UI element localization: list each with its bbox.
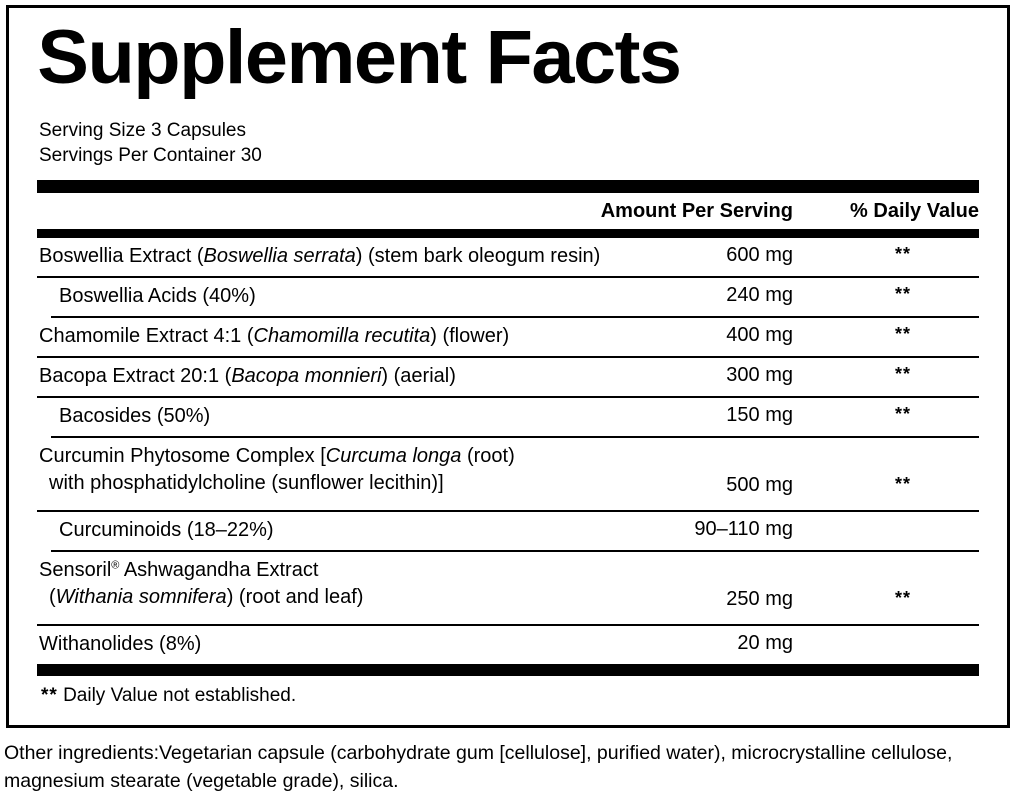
ingredient-amount: 400 mg <box>726 323 793 346</box>
ingredient-name: Curcuminoids (18–22%) <box>59 518 274 541</box>
ingredient-amount: 300 mg <box>726 363 793 386</box>
ingredient-daily-value: ** <box>894 473 911 494</box>
rule-thick-bottom <box>37 663 979 676</box>
ingredient-name: Curcumin Phytosome Complex [Curcuma long… <box>39 444 515 495</box>
ingredient-daily-value: ** <box>894 403 911 424</box>
table-row: Withanolides (8%) 20 mg <box>37 626 979 664</box>
table-row: Chamomile Extract 4:1 (Chamomilla recuti… <box>37 318 979 358</box>
ingredient-amount: 150 mg <box>726 403 793 426</box>
ingredient-daily-value: ** <box>894 363 911 384</box>
ingredient-name: Withanolides (8%) <box>39 632 202 655</box>
ingredient-name: Boswellia Acids (40%) <box>59 284 256 307</box>
ingredient-daily-value: ** <box>894 587 911 608</box>
rule-thick-top <box>37 179 979 193</box>
other-ingredients: Other ingredients:Vegetarian capsule (ca… <box>4 742 953 792</box>
table-row: Boswellia Extract (Boswellia serrata) (s… <box>37 238 979 278</box>
page-title: Supplement Facts <box>37 15 682 100</box>
column-header-percent-daily-value: % Daily Value <box>850 199 979 222</box>
ingredient-amount: 600 mg <box>726 243 793 266</box>
table-row: Bacopa Extract 20:1 (Bacopa monnieri) (a… <box>37 358 979 398</box>
table-row: Boswellia Acids (40%) 240 mg ** <box>51 278 979 318</box>
servings-per-container: Servings Per Container 30 <box>39 145 262 167</box>
ingredient-name: Bacosides (50%) <box>59 404 211 427</box>
footnote-text: Daily Value not established. <box>63 684 297 706</box>
ingredient-daily-value: ** <box>894 283 911 304</box>
ingredient-amount: 20 mg <box>737 631 793 654</box>
column-header-amount-per-serving: Amount Per Serving <box>600 199 793 222</box>
footnote: ** Daily Value not established. <box>37 676 979 707</box>
ingredient-name: Bacopa Extract 20:1 (Bacopa monnieri) (a… <box>39 364 456 387</box>
rule-thick-under-headers <box>37 228 979 238</box>
table-row: Curcumin Phytosome Complex [Curcuma long… <box>37 438 979 512</box>
serving-size: Serving Size 3 Capsules <box>39 120 246 141</box>
column-headers: Amount Per Serving % Daily Value <box>37 193 979 229</box>
ingredient-table: Boswellia Extract (Boswellia serrata) (s… <box>37 238 979 664</box>
supplement-facts-panel: Supplement Facts Serving Size 3 Capsules… <box>6 5 1010 728</box>
table-row: Bacosides (50%) 150 mg ** <box>51 398 979 438</box>
ingredient-amount: 250 mg <box>726 587 793 610</box>
ingredient-amount: 500 mg <box>726 473 793 496</box>
footnote-marker: ** <box>41 684 58 706</box>
ingredient-name: Sensoril® Ashwagandha Extract (Withania s… <box>39 558 364 609</box>
ingredient-name: Boswellia Extract (Boswellia serrata) (s… <box>39 244 601 267</box>
ingredient-name: Chamomile Extract 4:1 (Chamomilla recuti… <box>39 324 510 347</box>
ingredient-amount: 240 mg <box>726 283 793 306</box>
ingredient-amount: 90–110 mg <box>694 517 793 540</box>
ingredient-daily-value: ** <box>894 243 911 264</box>
serving-info: Serving Size 3 Capsules Servings Per Con… <box>23 96 993 169</box>
ingredient-daily-value: ** <box>894 323 911 344</box>
table-row: Sensoril® Ashwagandha Extract (Withania s… <box>37 552 979 626</box>
table-row: Curcuminoids (18–22%) 90–110 mg <box>51 512 979 552</box>
